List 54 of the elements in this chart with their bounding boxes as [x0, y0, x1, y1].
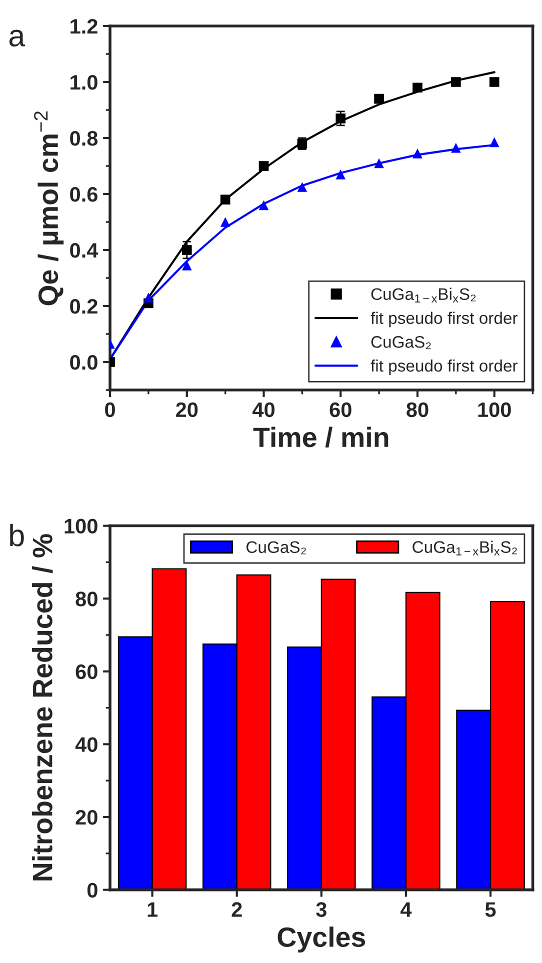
y-tick-label: 1.0: [70, 75, 98, 90]
x-tick-label: 20: [176, 402, 198, 418]
y-tick-label: 60: [76, 664, 98, 680]
y-axis-title: Nitrobenzene Reduced / %: [32, 534, 53, 880]
point: [374, 158, 384, 168]
point: [220, 194, 230, 205]
point: [451, 142, 461, 153]
y-tick-label: 1.2: [70, 19, 98, 34]
point: [258, 161, 269, 171]
y-tick-label: 0: [87, 882, 98, 898]
x-tick-label: 80: [406, 402, 428, 418]
legend-label: CuGaS₂: [246, 541, 306, 554]
x-tick-label: 100: [478, 402, 511, 418]
x-tick-label: 4: [400, 902, 412, 917]
y-tick-label: 0.2: [70, 299, 98, 314]
point: [336, 113, 346, 124]
x-tick-label: 2: [232, 902, 242, 917]
x-tick-label: 1: [148, 902, 158, 917]
x-tick-label: 60: [330, 402, 352, 418]
point: [297, 182, 308, 192]
y-tick-label: 0.4: [70, 243, 98, 258]
legend-label: CuGa$_{1−x}$Bi$_{x}$S₂: [371, 288, 476, 302]
point: [489, 77, 500, 87]
legend-label: CuGa$_{1−x}$Bi$_{x}$S₂: [412, 540, 517, 556]
point: [451, 77, 461, 87]
point: [182, 260, 192, 270]
x-axis-title: Time / min: [253, 426, 388, 448]
point: [220, 217, 230, 227]
y-tick-label: 0.0: [70, 355, 98, 370]
point: [182, 245, 192, 255]
point: [489, 137, 500, 148]
point: [374, 94, 384, 104]
legend-label: fit pseudo first order: [370, 312, 518, 328]
legend-label: CuGaS₂: [371, 336, 431, 350]
y-tick-label: 80: [76, 592, 98, 606]
text: a: [9, 30, 26, 47]
point: [336, 169, 346, 180]
x-tick-label: 3: [316, 902, 326, 917]
y-tick-label: 0.8: [70, 131, 98, 146]
y-axis-title: Qe / µmol cm$^{−2}$: [34, 111, 64, 306]
point: [412, 148, 422, 158]
x-axis-title: Cycles: [278, 926, 366, 952]
x-tick-label: 40: [252, 402, 274, 418]
legend-label: fit pseudo first order: [370, 359, 518, 376]
point: [258, 200, 269, 210]
y-tick-label: 40: [75, 737, 98, 752]
point: [412, 82, 422, 93]
point: [144, 292, 154, 303]
y-tick-label: 20: [76, 810, 98, 825]
y-tick-label: 0.6: [70, 187, 98, 202]
text: b: [10, 524, 24, 546]
x-tick-label: 5: [485, 902, 496, 917]
x-tick-label: 0: [105, 402, 115, 418]
y-tick-label: 100: [64, 518, 98, 534]
